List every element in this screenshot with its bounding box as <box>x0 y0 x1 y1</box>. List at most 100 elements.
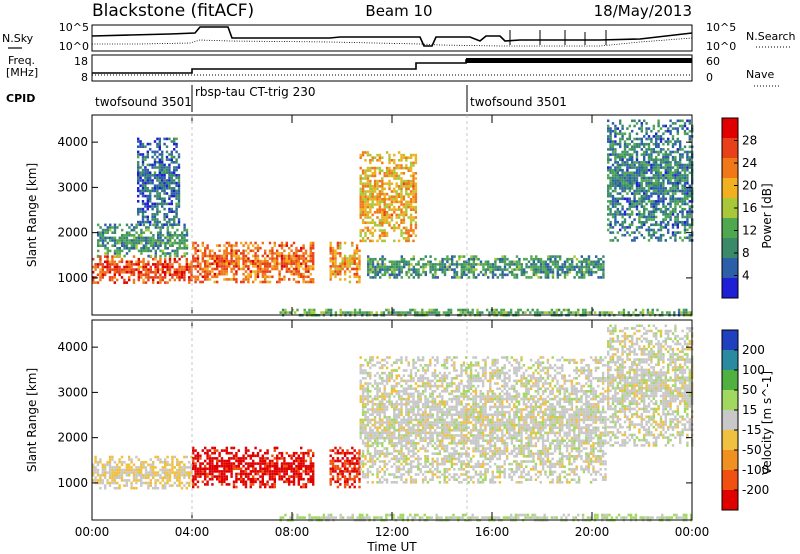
heatmap-cell <box>681 215 684 219</box>
heatmap-cell <box>346 459 349 463</box>
heatmap-cell <box>385 216 389 219</box>
heatmap-cell <box>125 468 128 472</box>
heatmap-cell <box>268 252 272 255</box>
heatmap-cell <box>176 484 179 487</box>
heatmap-cell <box>559 255 562 258</box>
heatmap-cell <box>177 200 181 203</box>
heatmap-cell <box>441 270 444 274</box>
heatmap-cell <box>388 260 391 264</box>
heatmap-cell <box>412 218 415 222</box>
heatmap-cell <box>339 241 342 245</box>
heatmap-cell <box>216 244 219 247</box>
heatmap-cell <box>113 223 117 227</box>
heatmap-cell <box>361 237 365 240</box>
heatmap-cell <box>266 467 269 471</box>
heatmap-cell <box>609 142 612 146</box>
heatmap-cell <box>446 255 449 258</box>
heatmap-cell <box>288 475 291 478</box>
heatmap-cell <box>154 479 157 482</box>
heatmap-cell <box>135 466 138 469</box>
heatmap-cell <box>302 244 305 247</box>
heatmap-cell <box>201 254 204 258</box>
heatmap-cell <box>385 172 389 175</box>
heatmap-cell <box>628 184 631 188</box>
heatmap-cell <box>170 140 173 143</box>
heatmap-cell <box>249 477 252 481</box>
heatmap-cell <box>643 161 646 164</box>
heatmap-cell <box>650 218 653 221</box>
heatmap-cell <box>669 202 672 206</box>
heatmap-cell <box>348 485 352 489</box>
heatmap-cell <box>542 263 545 266</box>
heatmap-cell <box>683 132 687 136</box>
heatmap-cell <box>113 239 117 242</box>
heatmap-cell <box>616 176 619 180</box>
heatmap-cell <box>232 446 236 450</box>
heatmap-cell <box>688 137 691 141</box>
heatmap-cell <box>520 268 523 271</box>
heatmap-cell <box>220 270 224 273</box>
heatmap-cell <box>662 187 665 190</box>
heatmap-cell <box>165 145 169 148</box>
heatmap-cell <box>220 475 224 478</box>
heatmap-cell <box>173 179 176 182</box>
heatmap-cell <box>358 259 361 263</box>
heatmap-cell <box>549 265 552 269</box>
heatmap-cell <box>409 218 413 222</box>
heatmap-cell <box>400 172 403 175</box>
heatmap-cell <box>650 215 653 219</box>
heatmap-cell <box>99 268 102 271</box>
heatmap-cell <box>542 270 545 274</box>
heatmap-cell <box>278 451 281 455</box>
heatmap-cell <box>549 257 552 261</box>
heatmap-cell <box>669 124 672 128</box>
heatmap-cell <box>99 257 102 261</box>
heatmap-cell <box>659 220 663 224</box>
heatmap-cell <box>640 124 643 128</box>
heatmap-cell <box>128 268 131 271</box>
heatmap-cell <box>381 213 384 217</box>
heatmap-cell <box>146 168 149 172</box>
heatmap-cell <box>388 265 391 269</box>
heatmap-cell <box>385 192 389 196</box>
heatmap-cell <box>153 213 157 216</box>
heatmap-cell <box>309 457 312 460</box>
heatmap-cell <box>616 168 619 172</box>
heatmap-cell <box>116 239 119 242</box>
heatmap-cell <box>664 129 667 133</box>
heatmap-cell <box>149 192 152 195</box>
heatmap-cell <box>416 311 419 314</box>
heatmap-cell <box>688 158 691 162</box>
heatmap-cell <box>336 246 340 250</box>
heatmap-cell <box>395 182 398 185</box>
heatmap-cell <box>361 151 365 154</box>
heatmap-cell <box>177 174 181 177</box>
heatmap-cell <box>188 265 191 269</box>
heatmap-cell <box>163 197 166 200</box>
heatmap-cell <box>683 192 687 195</box>
heatmap-cell <box>285 462 288 465</box>
heatmap-cell <box>339 470 342 473</box>
heatmap-cell <box>361 400 365 403</box>
heatmap-cell <box>682 308 686 312</box>
heatmap-cell <box>297 267 300 271</box>
heatmap-cell <box>292 272 296 276</box>
heatmap-cell <box>652 218 655 221</box>
heatmap-cell <box>647 163 651 167</box>
heatmap-cell <box>139 210 142 213</box>
heatmap-cell <box>300 457 303 460</box>
heatmap-cell <box>244 275 248 279</box>
heatmap-cell <box>491 273 495 277</box>
heatmap-cell <box>621 220 624 224</box>
heatmap-cell <box>164 254 167 258</box>
heatmap-cell <box>346 462 349 465</box>
heatmap-cell <box>657 150 660 154</box>
heatmap-cell <box>144 263 148 266</box>
heatmap-cell <box>402 166 406 170</box>
heatmap-cell <box>655 150 658 154</box>
heatmap-cell <box>607 194 610 198</box>
heatmap-cell <box>280 464 284 468</box>
heatmap-cell <box>405 231 408 235</box>
heatmap-cell <box>133 236 136 240</box>
heatmap-cell <box>640 194 643 198</box>
